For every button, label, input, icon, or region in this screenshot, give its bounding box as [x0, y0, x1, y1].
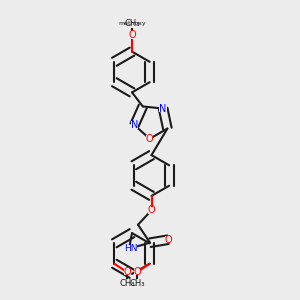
FancyBboxPatch shape — [165, 236, 171, 243]
Text: CH₃: CH₃ — [124, 19, 140, 28]
Text: O: O — [148, 205, 155, 215]
FancyBboxPatch shape — [119, 280, 134, 287]
Text: CH₃: CH₃ — [119, 279, 135, 288]
FancyBboxPatch shape — [148, 207, 155, 214]
FancyBboxPatch shape — [124, 269, 130, 275]
FancyBboxPatch shape — [128, 31, 136, 39]
FancyBboxPatch shape — [134, 269, 140, 275]
Text: methoxy: methoxy — [118, 21, 146, 26]
FancyBboxPatch shape — [159, 105, 167, 112]
FancyBboxPatch shape — [131, 122, 138, 129]
Text: O: O — [146, 134, 154, 144]
Text: N: N — [131, 120, 138, 130]
FancyBboxPatch shape — [123, 19, 141, 28]
Text: HN: HN — [124, 244, 137, 253]
FancyBboxPatch shape — [126, 19, 138, 27]
Text: O: O — [164, 235, 172, 245]
Text: N: N — [160, 103, 167, 114]
FancyBboxPatch shape — [124, 245, 137, 253]
Text: CH₃: CH₃ — [129, 279, 145, 288]
FancyBboxPatch shape — [130, 280, 145, 287]
Text: O: O — [128, 30, 136, 40]
FancyBboxPatch shape — [146, 135, 153, 142]
Text: O: O — [133, 267, 141, 277]
Text: O: O — [123, 267, 131, 277]
